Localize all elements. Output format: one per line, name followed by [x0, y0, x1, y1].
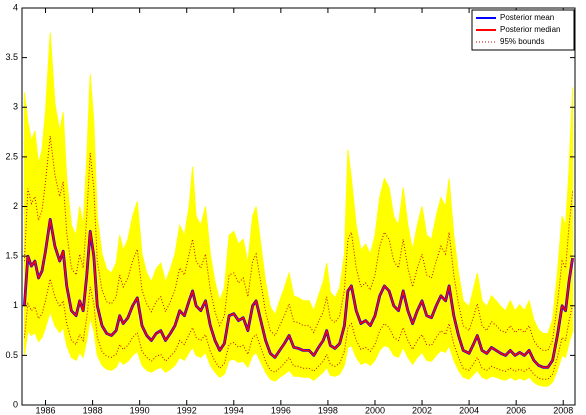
x-tick-label: 2000: [365, 405, 385, 415]
y-tick-label: 2: [13, 201, 18, 211]
x-tick-label: 1990: [130, 405, 150, 415]
y-tick-label: 3: [13, 102, 18, 112]
draws-band: [23, 32, 574, 387]
x-tick-label: 1988: [83, 405, 103, 415]
x-tick-label: 2008: [553, 405, 573, 415]
series-line: [23, 218, 574, 369]
x-tick-label: 1996: [271, 405, 291, 415]
bound-line: [23, 278, 574, 380]
y-tick-label: 1.5: [5, 251, 18, 261]
x-tick-label: 1992: [177, 405, 197, 415]
legend-label: Posterior mean: [500, 13, 554, 22]
x-tick-label: 1994: [224, 405, 244, 415]
y-tick-label: 1: [13, 300, 18, 310]
y-tick-label: 2.5: [5, 151, 18, 161]
x-tick-label: 2002: [412, 405, 432, 415]
legend-label: Posterior median: [500, 25, 560, 34]
y-tick-label: 4: [13, 2, 18, 12]
bound-line: [23, 135, 574, 351]
x-tick-label: 1986: [36, 405, 56, 415]
legend-label: 95% bounds: [500, 37, 544, 46]
x-tick-label: 2004: [459, 405, 479, 415]
x-tick-label: 2006: [506, 405, 526, 415]
y-tick-label: 0.5: [5, 350, 18, 360]
x-tick-label: 1998: [318, 405, 338, 415]
y-tick-label: 0: [13, 399, 18, 409]
y-tick-label: 3.5: [5, 52, 18, 62]
